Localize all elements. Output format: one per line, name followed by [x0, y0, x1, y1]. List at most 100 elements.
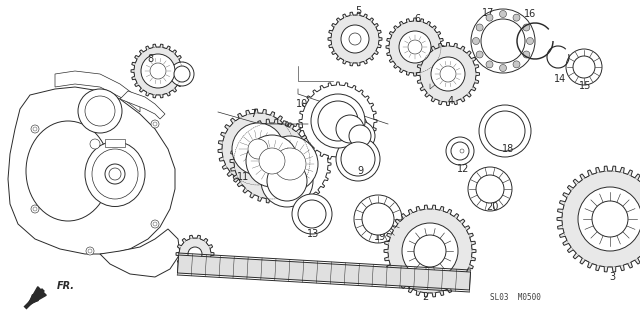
Circle shape: [578, 187, 640, 251]
Polygon shape: [176, 235, 214, 273]
Circle shape: [460, 149, 464, 153]
Circle shape: [33, 127, 37, 131]
Circle shape: [523, 51, 530, 58]
Circle shape: [408, 40, 422, 54]
Circle shape: [451, 142, 469, 160]
Circle shape: [144, 57, 172, 85]
Circle shape: [414, 235, 446, 267]
Ellipse shape: [26, 121, 110, 221]
Circle shape: [332, 111, 368, 147]
Circle shape: [440, 66, 456, 82]
Circle shape: [274, 148, 306, 180]
Polygon shape: [386, 18, 444, 76]
Circle shape: [573, 56, 595, 78]
Circle shape: [485, 111, 525, 151]
Polygon shape: [299, 82, 377, 160]
Circle shape: [88, 249, 92, 253]
Text: 5: 5: [355, 6, 361, 16]
Circle shape: [476, 51, 483, 58]
Circle shape: [341, 142, 375, 176]
Circle shape: [472, 38, 479, 44]
Circle shape: [434, 60, 462, 88]
Circle shape: [523, 24, 530, 31]
Circle shape: [31, 205, 39, 213]
Text: 18: 18: [502, 144, 514, 154]
Circle shape: [582, 191, 638, 247]
Circle shape: [238, 129, 278, 169]
Circle shape: [261, 155, 313, 207]
Polygon shape: [557, 166, 640, 272]
Circle shape: [141, 54, 175, 88]
Text: 3: 3: [609, 272, 615, 282]
Circle shape: [246, 135, 298, 187]
Circle shape: [486, 14, 493, 21]
Circle shape: [109, 168, 121, 180]
Circle shape: [150, 63, 166, 79]
Circle shape: [431, 57, 465, 91]
Ellipse shape: [85, 142, 145, 206]
Circle shape: [105, 164, 125, 184]
Circle shape: [399, 31, 431, 63]
Circle shape: [86, 247, 94, 255]
Circle shape: [468, 167, 512, 211]
Ellipse shape: [92, 149, 138, 199]
Polygon shape: [105, 139, 125, 147]
Circle shape: [298, 200, 326, 228]
Text: 4: 4: [448, 96, 454, 106]
Text: 9: 9: [357, 166, 363, 176]
Circle shape: [90, 139, 100, 149]
Circle shape: [479, 105, 531, 157]
Text: FR.: FR.: [57, 281, 75, 291]
Circle shape: [259, 148, 285, 174]
Polygon shape: [218, 109, 298, 189]
Circle shape: [314, 97, 362, 145]
Circle shape: [349, 33, 361, 45]
Circle shape: [336, 137, 380, 181]
Polygon shape: [417, 42, 479, 106]
Text: 8: 8: [147, 54, 153, 64]
Circle shape: [349, 125, 371, 147]
Circle shape: [592, 201, 628, 237]
Text: 10: 10: [296, 99, 308, 109]
Circle shape: [499, 11, 506, 18]
Circle shape: [311, 94, 365, 148]
Circle shape: [345, 121, 375, 151]
Text: 1: 1: [304, 272, 310, 282]
Polygon shape: [177, 255, 470, 290]
Circle shape: [341, 25, 369, 53]
Polygon shape: [55, 71, 140, 112]
Text: 15: 15: [579, 81, 591, 91]
Circle shape: [153, 122, 157, 126]
Circle shape: [499, 64, 506, 71]
Text: 19: 19: [374, 232, 386, 242]
Circle shape: [267, 161, 307, 201]
Circle shape: [527, 38, 534, 44]
Text: 12: 12: [457, 164, 469, 174]
Text: 13: 13: [307, 229, 319, 239]
Polygon shape: [230, 119, 314, 203]
Text: 11: 11: [237, 172, 249, 182]
Text: 17: 17: [482, 8, 494, 18]
Circle shape: [345, 29, 365, 49]
Circle shape: [97, 156, 133, 192]
Circle shape: [362, 203, 394, 235]
Circle shape: [188, 247, 202, 261]
Circle shape: [262, 136, 318, 192]
Polygon shape: [120, 91, 165, 119]
Circle shape: [566, 49, 602, 85]
Circle shape: [336, 115, 364, 143]
Polygon shape: [8, 87, 175, 254]
Circle shape: [486, 61, 493, 68]
Circle shape: [471, 9, 535, 73]
Text: 2: 2: [422, 292, 428, 302]
Circle shape: [170, 62, 194, 86]
Circle shape: [476, 24, 483, 31]
Circle shape: [292, 194, 332, 234]
Circle shape: [406, 227, 454, 275]
Circle shape: [513, 61, 520, 68]
Polygon shape: [328, 12, 382, 66]
Polygon shape: [249, 123, 331, 205]
Text: SL03  M0500: SL03 M0500: [490, 293, 541, 301]
Text: 14: 14: [554, 74, 566, 84]
Polygon shape: [384, 205, 476, 297]
